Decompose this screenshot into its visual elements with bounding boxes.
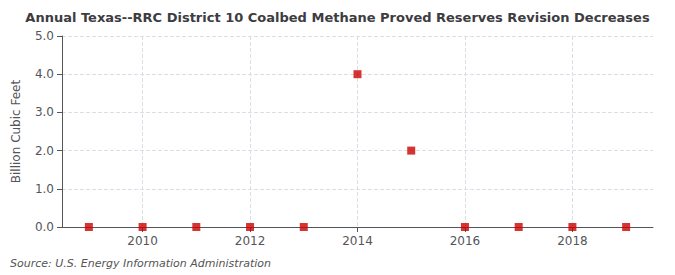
svg-text:2018: 2018 <box>557 234 588 248</box>
svg-text:0.0: 0.0 <box>35 220 54 234</box>
svg-text:2014: 2014 <box>342 234 373 248</box>
svg-text:2012: 2012 <box>235 234 266 248</box>
svg-text:Source: U.S. Energy Informatio: Source: U.S. Energy Information Administ… <box>10 257 271 270</box>
svg-text:3.0: 3.0 <box>35 105 54 119</box>
svg-text:2016: 2016 <box>450 234 481 248</box>
svg-text:2.0: 2.0 <box>35 144 54 158</box>
svg-text:2010: 2010 <box>127 234 158 248</box>
svg-text:1.0: 1.0 <box>35 182 54 196</box>
svg-text:4.0: 4.0 <box>35 67 54 81</box>
svg-text:Annual Texas--RRC District 10: Annual Texas--RRC District 10 Coalbed Me… <box>25 10 650 25</box>
svg-text:5.0: 5.0 <box>35 29 54 43</box>
svg-text:Billion Cubic Feet: Billion Cubic Feet <box>9 80 23 184</box>
